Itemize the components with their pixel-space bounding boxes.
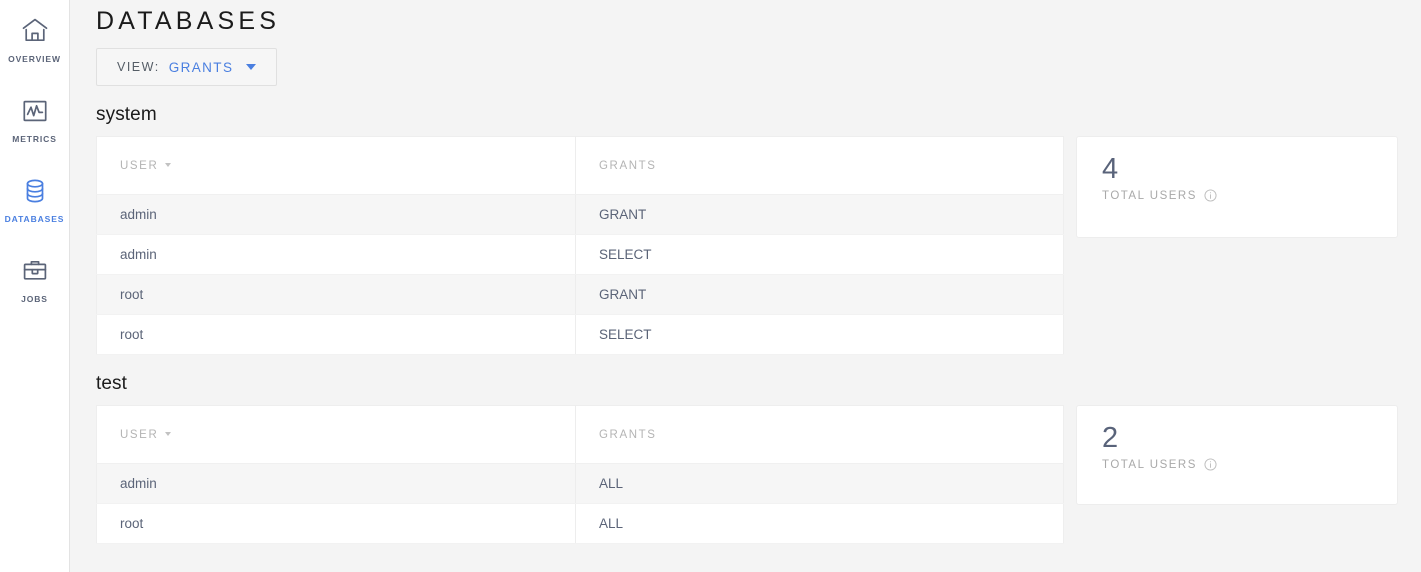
table-body: admin ALL root ALL [96, 463, 1064, 544]
cell-grant: SELECT [575, 314, 1064, 355]
cell-user: root [96, 314, 576, 355]
section-title: system [96, 104, 157, 125]
sidebar-item-label: DATABASES [4, 214, 65, 224]
column-header-user[interactable]: USER [96, 405, 576, 464]
column-header-grants-label: GRANTS [599, 159, 657, 172]
table-row[interactable]: admin ALL [96, 463, 1064, 504]
column-header-user-label: USER [120, 428, 159, 441]
sidebar-item-label: METRICS [12, 134, 57, 144]
cell-grant: GRANT [575, 274, 1064, 315]
grants-table: USER GRANTS admin GRANT admin SELECT [96, 136, 1064, 355]
view-selector-dropdown[interactable]: VIEW: GRANTS [96, 48, 278, 86]
sort-descending-icon [165, 432, 172, 437]
total-users-label-row: TOTAL USERS [1102, 189, 1397, 202]
cell-grant: ALL [575, 463, 1064, 504]
column-header-user[interactable]: USER [96, 136, 576, 195]
sidebar: OVERVIEW METRICS DATABASES [0, 0, 70, 572]
view-selector-value: GRANTS [168, 59, 234, 75]
sidebar-item-overview[interactable]: OVERVIEW [0, 6, 70, 86]
chevron-down-icon [246, 64, 257, 70]
grants-table: USER GRANTS admin ALL root ALL [96, 405, 1064, 544]
metrics-chart-icon [20, 96, 50, 126]
cell-grant: SELECT [575, 234, 1064, 275]
cell-user: root [96, 503, 576, 544]
info-circle-icon[interactable] [1204, 458, 1217, 471]
sidebar-item-metrics[interactable]: METRICS [0, 86, 70, 166]
cell-user: admin [96, 463, 576, 504]
section-body: USER GRANTS admin GRANT admin SELECT [96, 136, 1398, 355]
table-body: admin GRANT admin SELECT root GRANT ro [96, 194, 1064, 355]
column-header-grants[interactable]: GRANTS [575, 136, 1064, 195]
total-users-card: 4 TOTAL USERS [1076, 136, 1398, 238]
table-head: USER GRANTS [96, 405, 1064, 464]
cell-user: admin [96, 194, 576, 235]
total-users-card: 2 TOTAL USERS [1076, 405, 1398, 505]
view-selector-label: VIEW: [117, 60, 160, 74]
sidebar-item-label: JOBS [21, 294, 48, 304]
table-row[interactable]: root GRANT [96, 274, 1064, 315]
total-users-label: TOTAL USERS [1102, 458, 1197, 471]
cell-grant: GRANT [575, 194, 1064, 235]
info-circle-icon[interactable] [1204, 189, 1217, 202]
cell-user: admin [96, 234, 576, 275]
sort-descending-icon [165, 163, 172, 168]
column-header-user-label: USER [120, 159, 159, 172]
sidebar-item-databases[interactable]: DATABASES [0, 166, 70, 246]
cell-grant: ALL [575, 503, 1064, 544]
home-icon [20, 16, 50, 46]
main-content: DATABASES VIEW: GRANTS system USER GRANT… [70, 0, 1421, 572]
table-row[interactable]: root ALL [96, 503, 1064, 544]
total-users-value: 2 [1102, 422, 1119, 454]
table-row[interactable]: root SELECT [96, 314, 1064, 355]
column-header-grants[interactable]: GRANTS [575, 405, 1064, 464]
database-section-test: test USER GRANTS admin ALL [96, 372, 1398, 544]
table-header-row: USER GRANTS [96, 405, 1064, 464]
table-header-row: USER GRANTS [96, 136, 1064, 195]
section-title: test [96, 373, 128, 394]
database-section-system: system USER GRANTS admin GRANT [96, 103, 1398, 355]
column-header-grants-label: GRANTS [599, 428, 657, 441]
total-users-value: 4 [1102, 153, 1119, 185]
database-icon [20, 176, 50, 206]
table-row[interactable]: admin SELECT [96, 234, 1064, 275]
cell-user: root [96, 274, 576, 315]
total-users-label-row: TOTAL USERS [1102, 458, 1397, 471]
page-title: DATABASES [96, 7, 281, 35]
section-body: USER GRANTS admin ALL root ALL [96, 405, 1398, 544]
sidebar-item-jobs[interactable]: JOBS [0, 246, 70, 326]
table-head: USER GRANTS [96, 136, 1064, 195]
briefcase-icon [20, 256, 50, 286]
total-users-label: TOTAL USERS [1102, 189, 1197, 202]
sidebar-item-label: OVERVIEW [8, 54, 61, 64]
table-row[interactable]: admin GRANT [96, 194, 1064, 235]
